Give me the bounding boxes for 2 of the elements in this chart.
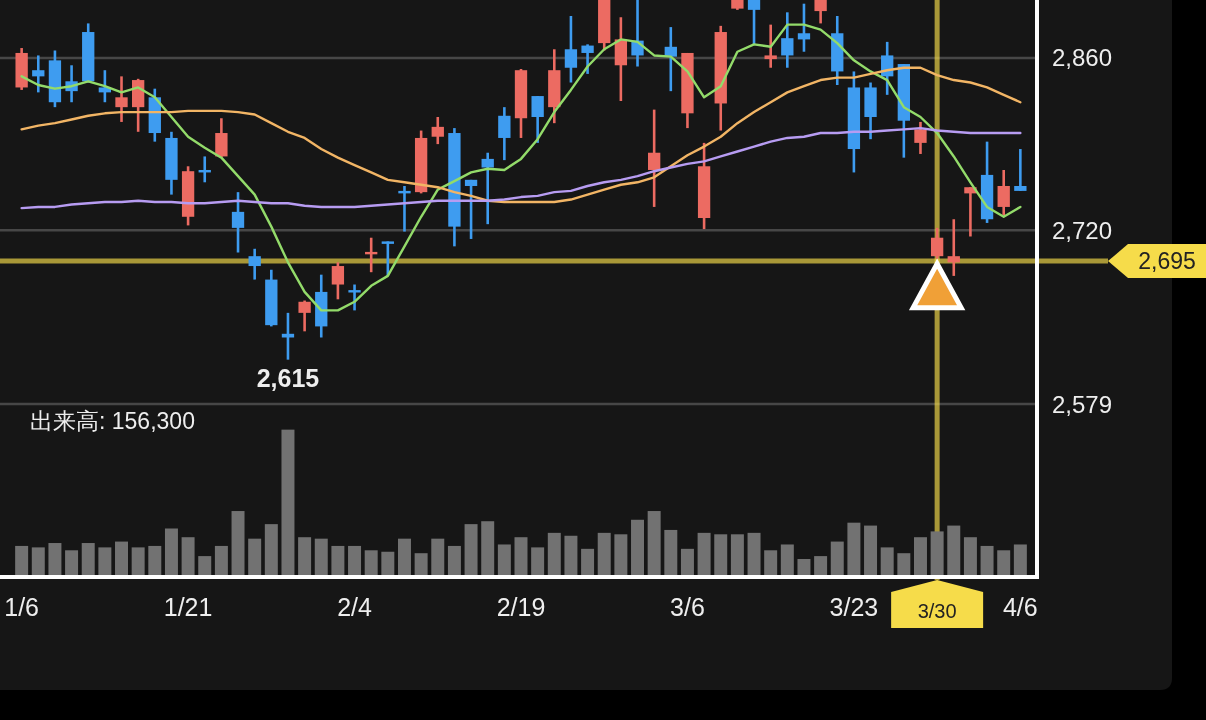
annotation: 2,615 <box>256 363 320 392</box>
annotation: 出来高: 156,300 <box>30 408 195 434</box>
